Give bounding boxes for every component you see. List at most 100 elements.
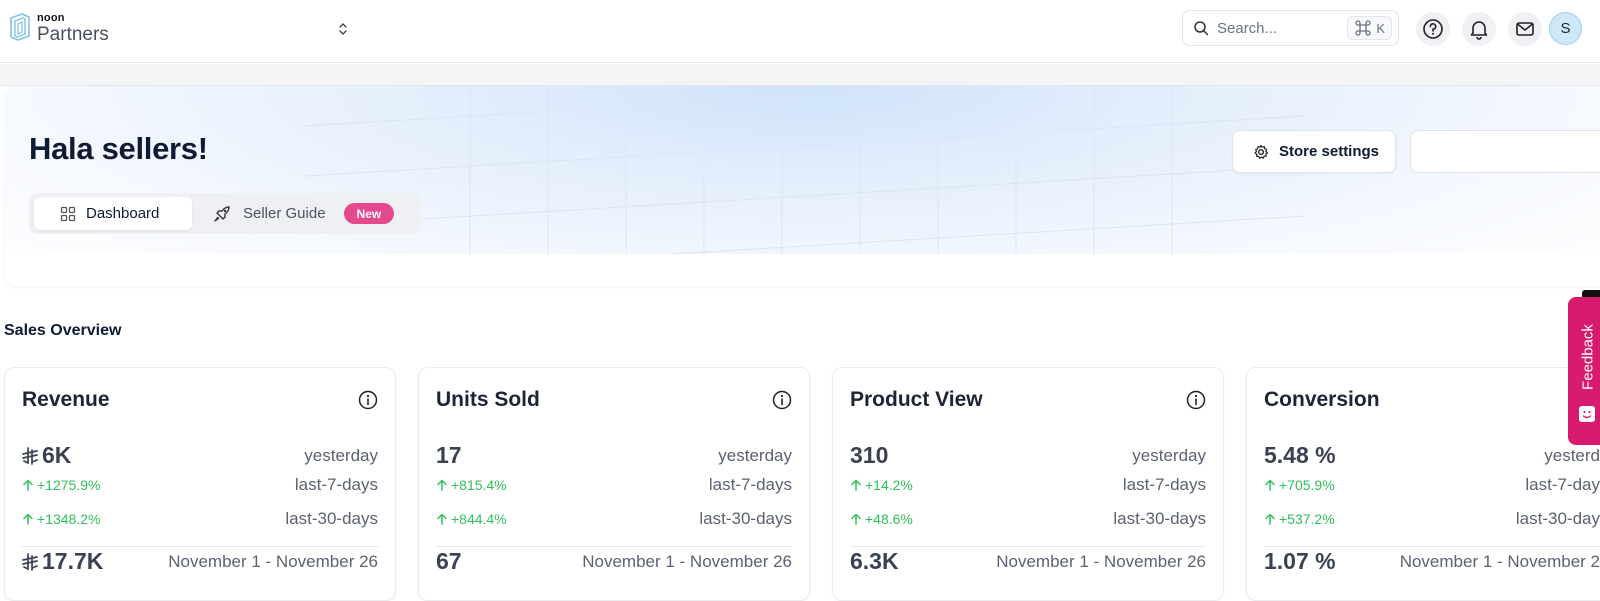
chevron-up-down-icon[interactable] [336, 19, 350, 39]
messages-button[interactable] [1508, 12, 1542, 46]
feedback-emoji-icon [1579, 406, 1595, 422]
card-title: Product View [850, 388, 983, 411]
arrow-up-icon [23, 513, 33, 525]
sub-header-strip [0, 64, 1600, 86]
month-row: +537.2% last-30-day [1264, 509, 1600, 529]
welcome-hero [5, 86, 1600, 286]
riyal-currency-icon [22, 552, 38, 571]
month-change: +1348.2% [37, 511, 101, 527]
week-label: last-7-days [708, 475, 792, 494]
units-sold-card: Units Sold 17 yesterday +815.4% last-7-d… [418, 367, 810, 601]
yesterday-row: 310 yesterday [850, 442, 1206, 469]
period-value: 1.07 % [1264, 548, 1336, 574]
month-row: +1348.2% last-30-days [22, 509, 378, 529]
yesterday-value: 17 [436, 442, 462, 468]
grid-icon [60, 206, 76, 221]
bell-icon [1470, 21, 1488, 40]
card-divider [22, 546, 378, 547]
card-divider [436, 546, 792, 547]
month-label: last-30-days [699, 509, 792, 528]
period-label: November 1 - November 26 [168, 551, 378, 571]
page-title: Hala sellers! [29, 131, 208, 166]
sales-overview-title: Sales Overview [4, 322, 122, 339]
help-button[interactable] [1416, 12, 1450, 46]
period-value: 6.3K [850, 548, 899, 574]
noon-partners-logo[interactable]: noon Partners [8, 12, 109, 44]
feedback-label: Feedback [1579, 324, 1597, 390]
info-icon[interactable] [772, 390, 792, 410]
info-icon[interactable] [1186, 390, 1206, 410]
tab-dashboard[interactable]: Dashboard [34, 197, 192, 230]
yesterday-row: 5.48 % yesterd [1264, 442, 1600, 469]
period-label: November 1 - November 2 [1399, 551, 1600, 571]
week-change: +14.2% [865, 477, 913, 493]
period-value: 67 [436, 548, 462, 574]
yesterday-value: 6K [42, 442, 72, 468]
product-view-card: Product View 310 yesterday +14.2% last-7… [832, 367, 1224, 601]
hero-bottom-band [5, 254, 1600, 286]
arrow-up-icon [437, 479, 447, 491]
feedback-tab[interactable]: Feedback [1568, 297, 1600, 445]
help-icon [1423, 19, 1443, 39]
tab-seller-guide-label: Seller Guide [243, 205, 326, 222]
search-shortcut: K [1347, 16, 1392, 40]
store-settings-button[interactable]: Store settings [1232, 130, 1396, 173]
shortcut-key: K [1376, 20, 1385, 36]
month-change: +537.2% [1279, 511, 1335, 527]
week-row: +1275.9% last-7-days [22, 475, 378, 495]
search-box[interactable]: Search... K [1182, 10, 1399, 46]
secondary-action-button[interactable] [1410, 130, 1600, 173]
yesterday-row: 17 yesterday [436, 442, 792, 469]
week-label: last-7-day [1525, 475, 1600, 494]
riyal-currency-icon [22, 446, 38, 465]
info-icon[interactable] [358, 390, 378, 410]
avatar-initial: S [1560, 20, 1571, 37]
week-row: +14.2% last-7-days [850, 475, 1206, 495]
yesterday-label: yesterd [1544, 445, 1600, 465]
gear-icon [1254, 144, 1269, 159]
period-value: 17.7K [42, 548, 104, 574]
arrow-up-icon [851, 513, 861, 525]
card-divider [850, 546, 1206, 547]
arrow-up-icon [1265, 513, 1275, 525]
arrow-up-icon [1265, 479, 1275, 491]
month-label: last-30-days [285, 509, 378, 528]
period-row: 6.3K November 1 - November 26 [850, 548, 1206, 575]
yesterday-label: yesterday [1132, 445, 1206, 465]
yesterday-label: yesterday [304, 445, 378, 465]
week-change: +705.9% [1279, 477, 1335, 493]
mail-icon [1516, 22, 1534, 36]
revenue-card: Revenue 6K yesterday +1275.9% last-7-day… [4, 367, 396, 601]
month-change: +48.6% [865, 511, 913, 527]
search-input[interactable]: Search... [1217, 19, 1278, 37]
search-icon [1194, 21, 1209, 36]
month-row: +844.4% last-30-days [436, 509, 792, 529]
card-divider [1264, 546, 1600, 547]
month-row: +48.6% last-30-days [850, 509, 1206, 529]
card-title: Revenue [22, 388, 110, 411]
tab-seller-guide[interactable]: Seller Guide New [205, 197, 417, 230]
yesterday-row: 6K yesterday [22, 442, 378, 469]
logo-brand-text: noon [37, 11, 65, 24]
week-label: last-7-days [294, 475, 378, 494]
month-label: last-30-days [1113, 509, 1206, 528]
noon-logo-icon [10, 13, 30, 41]
user-avatar[interactable]: S [1549, 12, 1582, 45]
month-change: +844.4% [451, 511, 507, 527]
rocket-icon [214, 205, 230, 222]
command-icon [1355, 20, 1371, 36]
card-title: Units Sold [436, 388, 540, 411]
hero-background-pattern [304, 86, 1306, 286]
tab-dashboard-label: Dashboard [86, 205, 160, 222]
notifications-button[interactable] [1462, 12, 1496, 46]
arrow-up-icon [437, 513, 447, 525]
week-change: +1275.9% [37, 477, 101, 493]
yesterday-value: 5.48 % [1264, 442, 1336, 468]
logo-product-text: Partners [37, 23, 109, 45]
hero-tabs: Dashboard Seller Guide New [29, 193, 421, 234]
period-label: November 1 - November 26 [582, 551, 792, 571]
arrow-up-icon [851, 479, 861, 491]
week-label: last-7-days [1122, 475, 1206, 494]
card-title: Conversion [1264, 388, 1380, 411]
yesterday-label: yesterday [718, 445, 792, 465]
